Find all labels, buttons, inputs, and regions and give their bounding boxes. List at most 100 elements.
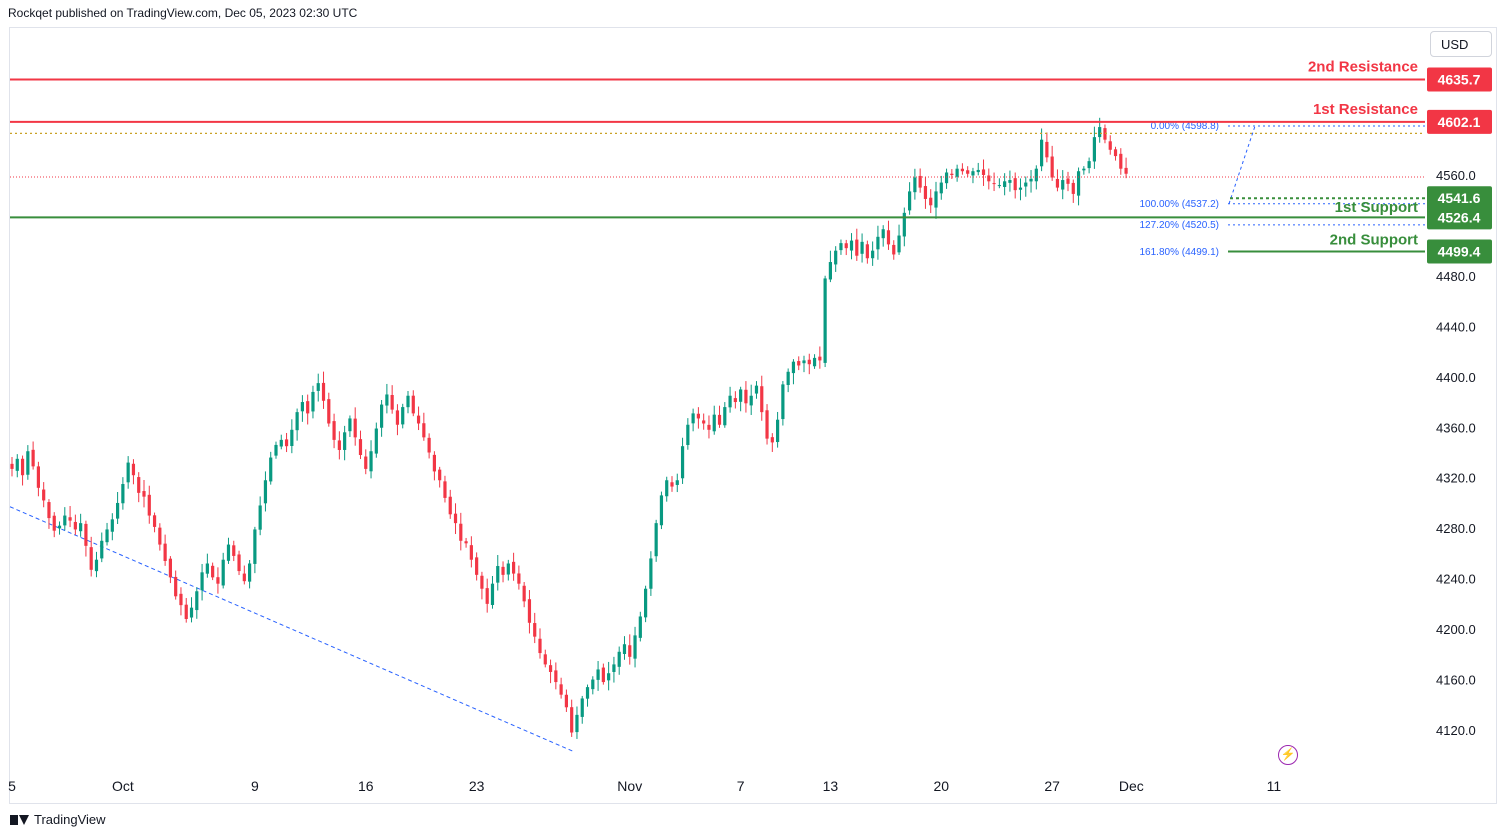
candle	[158, 523, 162, 551]
price-badge	[1427, 67, 1492, 92]
candle	[834, 246, 838, 272]
candle	[390, 385, 394, 414]
candle	[79, 513, 83, 537]
candle	[316, 373, 320, 402]
candle-body	[57, 525, 62, 529]
candle-body	[950, 173, 954, 175]
candle-body	[918, 175, 922, 188]
candle-body	[633, 635, 637, 659]
candle-body	[496, 566, 500, 583]
candle	[337, 431, 341, 460]
candle-body	[1050, 156, 1054, 178]
candle	[253, 526, 257, 574]
candle-body	[818, 356, 822, 361]
x-tick-label: Dec	[1119, 778, 1144, 794]
candle	[94, 551, 99, 578]
candle-body	[1082, 168, 1086, 171]
candle-body	[791, 361, 796, 374]
candle	[712, 405, 716, 435]
candle-body	[1071, 182, 1075, 194]
candle-body	[596, 669, 600, 680]
candle	[564, 689, 568, 712]
candle-body	[443, 481, 447, 498]
candle	[855, 228, 859, 261]
candle	[955, 164, 959, 182]
candle	[538, 628, 542, 659]
candle	[1087, 157, 1091, 174]
candle	[992, 172, 996, 192]
candle	[797, 356, 801, 371]
candle	[332, 413, 336, 449]
candle-body	[517, 573, 521, 584]
y-tick-label: 4200.0	[1436, 622, 1476, 637]
candle-body	[865, 244, 869, 259]
candle-body	[807, 359, 811, 365]
candle-body	[485, 588, 489, 604]
candle	[696, 407, 700, 429]
candle	[1082, 166, 1086, 175]
candle-body	[987, 175, 991, 182]
candle-body	[427, 437, 431, 453]
candle	[739, 386, 743, 412]
candle-body	[760, 386, 764, 413]
candle-body	[316, 383, 320, 391]
candle-body	[739, 389, 743, 402]
fib-label: 127.20% (4520.5)	[1139, 220, 1219, 231]
candle	[459, 512, 463, 551]
candle	[200, 563, 204, 601]
candle	[126, 456, 130, 489]
candle	[654, 519, 658, 562]
candle	[543, 649, 547, 668]
candle-body	[548, 665, 553, 672]
candle-body	[137, 477, 141, 493]
candle	[105, 522, 109, 546]
candle	[131, 459, 136, 485]
candle	[142, 479, 146, 508]
candle-body	[834, 250, 838, 265]
candle	[110, 513, 114, 541]
candle-body	[158, 527, 162, 545]
fib-label: 0.00% (4598.8)	[1151, 121, 1219, 132]
candle-body	[321, 382, 326, 401]
candle-body	[380, 404, 384, 428]
candle	[902, 207, 906, 247]
candle	[918, 168, 922, 193]
candle-body	[997, 185, 1001, 187]
candle	[649, 551, 653, 596]
candle	[73, 514, 77, 535]
y-tick-label: 4400.0	[1436, 370, 1476, 385]
candle	[31, 441, 35, 470]
x-tick-label: 9	[251, 778, 259, 794]
candle-body	[533, 623, 537, 637]
candle-body	[575, 714, 579, 733]
lightning-icon[interactable]: ⚡	[1278, 745, 1298, 765]
candle	[601, 663, 605, 685]
candle-body	[337, 440, 341, 450]
candle-body	[105, 529, 109, 543]
candle	[675, 473, 679, 493]
candle	[966, 166, 970, 177]
tradingview-logo-icon	[10, 813, 30, 827]
candle-body	[311, 391, 315, 412]
candle-body	[364, 456, 368, 469]
candle	[116, 491, 120, 525]
y-tick-label: 4480.0	[1436, 269, 1476, 284]
candle	[290, 419, 294, 454]
y-tick-label: 4160.0	[1436, 673, 1476, 688]
candle	[628, 634, 632, 665]
candle	[554, 662, 558, 690]
candle	[865, 240, 869, 264]
candle-body	[855, 239, 859, 256]
x-tick-label: 7	[737, 778, 745, 794]
candle-body	[47, 502, 51, 519]
candle-body	[179, 593, 183, 606]
candle-body	[929, 197, 933, 206]
currency-selector[interactable]: USD	[1430, 31, 1492, 57]
candle-body	[976, 169, 980, 173]
candle-body	[1055, 178, 1060, 188]
candle-body	[1108, 141, 1112, 150]
candle	[485, 578, 489, 613]
candle	[57, 521, 62, 535]
candle-body	[343, 432, 347, 450]
